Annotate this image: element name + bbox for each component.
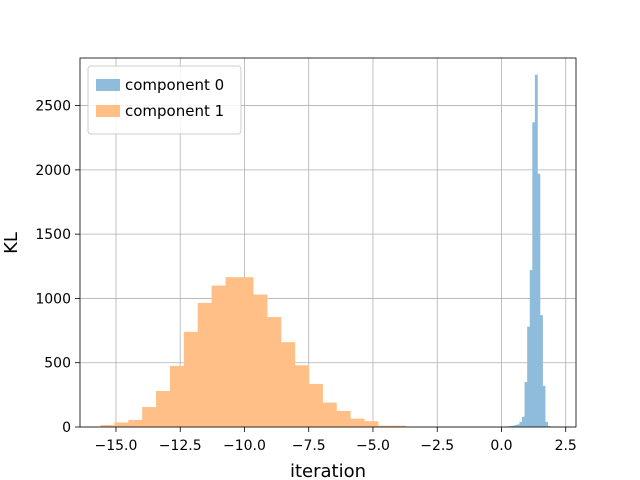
legend-label: component 1 (125, 102, 224, 120)
histogram-bars (100, 74, 554, 428)
histogram-bar (280, 342, 296, 427)
x-tick-label: −2.5 (420, 438, 454, 454)
histogram-bar (542, 385, 546, 427)
histogram-bar (537, 173, 541, 427)
x-tick-label: −5.0 (356, 438, 390, 454)
histogram-bar (114, 422, 129, 427)
y-tick-label: 2500 (35, 99, 71, 115)
plot-frame (79, 57, 577, 428)
histogram-bar (253, 294, 268, 427)
grid-lines (80, 58, 576, 428)
legend-swatch (96, 79, 120, 91)
legend-frame (87, 65, 242, 135)
histogram-bar (336, 410, 351, 427)
histogram-bar (183, 331, 199, 427)
y-axis-label: KL (1, 232, 22, 254)
histogram-bar (522, 416, 525, 427)
histogram-bar (322, 402, 337, 427)
histogram-bar (308, 383, 323, 427)
histogram-bar (540, 315, 543, 427)
histogram-bar (197, 302, 212, 427)
y-axis-ticks: 0 500 1000 1500 2000 2500 (35, 99, 80, 436)
histogram-bar (516, 424, 520, 427)
x-tick-label: 0.0 (490, 438, 512, 454)
y-tick-label: 1000 (35, 291, 71, 307)
histogram-bar (529, 270, 533, 427)
histogram-bar (534, 74, 538, 427)
histogram-bar (391, 425, 407, 427)
histogram-bar (514, 425, 518, 427)
x-axis-ticks: −15.0 −12.5 −10.0 −7.5 −5.0 −2.5 0.0 2.5 (95, 427, 577, 454)
y-tick-label: 1500 (35, 227, 71, 243)
x-tick-label: −7.5 (292, 438, 326, 454)
histogram-bar (239, 277, 254, 427)
y-tick-label: 2000 (35, 163, 71, 179)
y-tick-label: 500 (44, 356, 71, 372)
histogram-bar (532, 122, 536, 428)
histogram-bar (509, 425, 513, 427)
histogram-bar (524, 382, 528, 427)
histogram-bar (350, 418, 365, 427)
histogram-bar (519, 421, 523, 427)
histogram-bar (527, 326, 531, 427)
histogram-bar (364, 421, 379, 427)
legend-swatch (96, 105, 120, 117)
histogram-bar (225, 277, 240, 427)
histogram-bar (128, 419, 143, 427)
series-component-1 (100, 277, 434, 427)
histogram-bar (378, 425, 393, 427)
legend-label: component 0 (125, 76, 224, 94)
y-tick-label: 0 (62, 420, 71, 436)
x-tick-label: 2.5 (555, 438, 577, 454)
x-tick-label: −15.0 (95, 438, 138, 454)
histogram-bar (156, 391, 171, 427)
histogram-bar (511, 425, 515, 427)
x-axis-label: iteration (290, 461, 366, 480)
series-component-0 (501, 74, 554, 428)
x-tick-label: −12.5 (159, 438, 202, 454)
histogram-bar (142, 407, 157, 427)
histogram-bar (547, 425, 551, 427)
histogram-bar (100, 425, 115, 427)
legend: component 0 component 1 (87, 65, 242, 135)
histogram-bar (545, 421, 549, 427)
histogram-bar (267, 317, 282, 427)
x-tick-label: −10.0 (223, 438, 266, 454)
histogram-bar (211, 285, 226, 427)
histogram-bar (294, 365, 310, 427)
histogram-bar (169, 365, 185, 427)
